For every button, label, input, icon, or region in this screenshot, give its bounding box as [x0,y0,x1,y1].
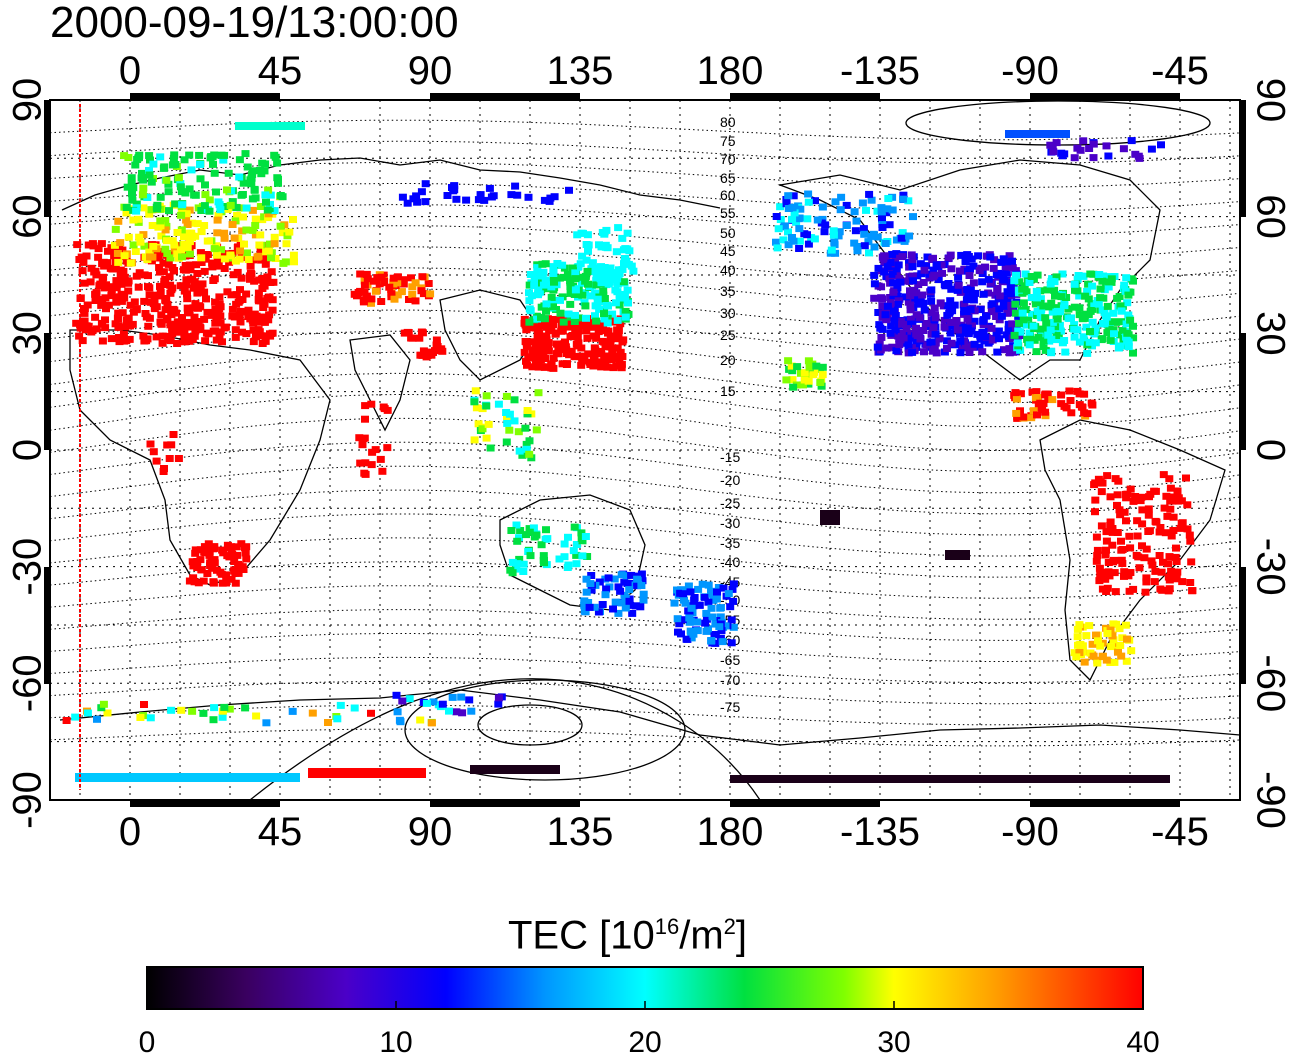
contour-label: 25 [720,327,736,343]
top-axis-tick: -45 [1151,49,1209,93]
coast-south-america [1039,419,1226,682]
bottom-axis-tick: 135 [547,810,614,854]
bottom-axis-tick: 0 [119,810,141,854]
bottom-axis-tick: 45 [258,810,303,854]
right-axis-tick: 90 [1248,78,1292,123]
contour-label: 15 [720,383,736,399]
contour-label: 30 [720,305,736,321]
contour-label: 70 [720,151,736,167]
contour-label: 45 [720,243,736,259]
contour-label: 60 [720,187,736,203]
colorbar-label-prefix: TEC [10 [508,913,655,958]
top-axis-tick: 0 [119,49,141,93]
colorbar-label: TEC [1016/m2] [508,905,747,957]
colorbar-label-exp1: 16 [654,914,680,939]
top-axis-tick: 135 [547,49,614,93]
top-axis-tick: -90 [1001,49,1059,93]
right-axis-tick: 30 [1248,311,1292,356]
contour-label: -15 [720,449,740,465]
top-tick-bars [130,93,1180,99]
contour-label: 75 [720,133,736,149]
right-tick-bars [1240,100,1246,684]
contour-label: -20 [720,472,740,488]
contour-label: 50 [720,225,736,241]
top-axis-tick: -135 [840,49,920,93]
colorbar-tick: 40 [1126,1026,1159,1057]
colorbar-tick: 0 [139,1026,156,1057]
left-axis-tick: 0 [6,439,50,461]
contour-label: 20 [720,352,736,368]
right-axis-tick: 60 [1248,194,1292,239]
bottom-axis-tick: -135 [840,810,920,854]
bottom-tick-bars [130,801,1180,807]
left-axis-tick: 60 [6,194,50,239]
contour-label: -35 [720,535,740,551]
bottom-axis-tick: -90 [1001,810,1059,854]
right-axis-tick: -30 [1248,538,1292,596]
tec-data-blocks [62,122,1197,783]
coast-china [439,289,541,381]
left-axis-tick: 90 [6,78,50,123]
contour-label: -75 [720,699,740,715]
coast-antarctica [59,689,1240,746]
colorbar-label-suffix: ] [735,913,748,958]
bottom-axis-tick: 180 [697,810,764,854]
contour-label: 80 [720,114,736,130]
top-axis-tick: 90 [408,49,453,93]
left-axis-tick: 30 [6,311,50,356]
contour-label: 65 [720,170,736,186]
contour-label: 35 [720,283,736,299]
contour-label: -25 [720,495,740,511]
colorbar-tick: 30 [877,1026,910,1057]
right-axis-tick: -60 [1248,654,1292,712]
contour-label: -40 [720,554,740,570]
colorbar-tick: 10 [379,1026,412,1057]
right-axis-tick: 0 [1248,439,1292,461]
contour-label: -70 [720,672,740,688]
top-axis-tick: 45 [258,49,303,93]
grid-lines [50,100,1240,800]
coast-africa [69,329,331,586]
left-tick-bars [44,100,50,684]
bottom-axis-tick: 90 [408,810,453,854]
contour-label: 40 [720,262,736,278]
left-axis-tick: -90 [6,771,50,829]
bottom-axis-tick: -45 [1151,810,1209,854]
coast-india [349,334,411,432]
colorbar-label-exp2: 2 [723,914,736,939]
colorbar-tick: 20 [628,1026,661,1057]
colorbar-label-mid: /m [679,913,724,958]
right-axis-tick: -90 [1248,771,1292,829]
contour-label: -65 [720,652,740,668]
contour-label: 55 [720,205,736,221]
top-axis-tick: 180 [697,49,764,93]
left-axis-tick: -30 [6,538,50,596]
contour-label: -30 [720,515,740,531]
left-axis-tick: -60 [6,654,50,712]
timestamp-title: 2000-09-19/13:00:00 [50,0,459,47]
